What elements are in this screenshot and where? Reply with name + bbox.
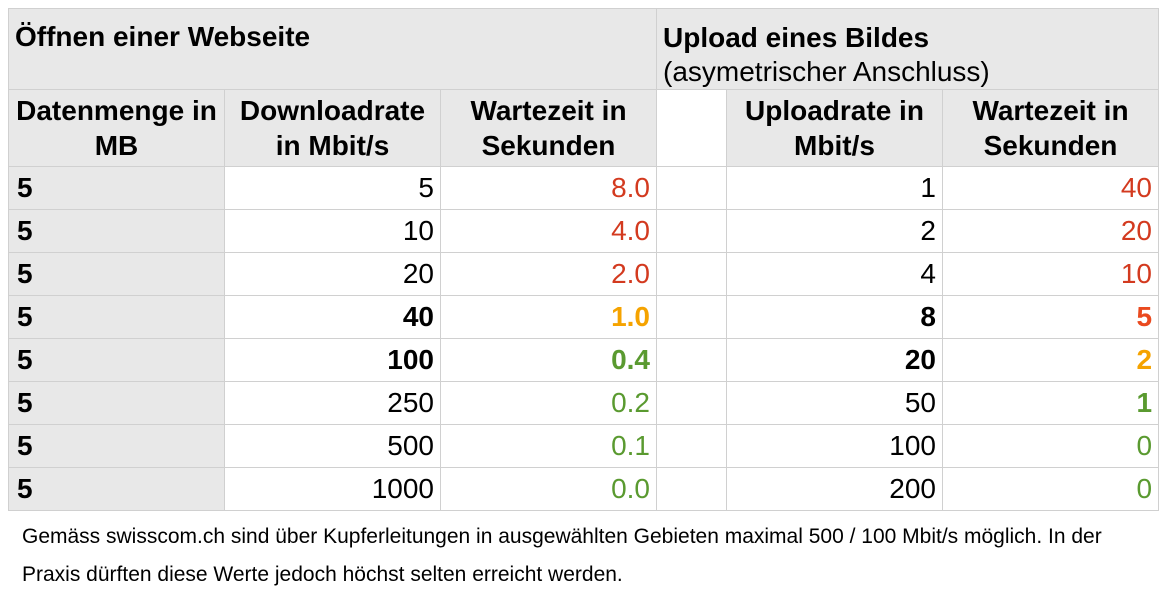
cell-wartezeit-download: 8.0 — [440, 166, 657, 210]
cell-wartezeit-download: 1.0 — [440, 295, 657, 339]
header-uploadrate: Uploadrate in Mbit/s — [726, 89, 943, 167]
cell-gap — [656, 252, 727, 296]
table-row: 5 100 0.4 20 2 — [8, 338, 1160, 382]
cell-wartezeit-upload: 2 — [941, 338, 1160, 382]
cell-datenmenge: 5 — [8, 252, 225, 296]
cell-downloadrate: 100 — [224, 338, 441, 382]
cell-gap — [656, 209, 727, 253]
cell-downloadrate: 20 — [224, 252, 441, 296]
left-section-title: Öffnen einer Webseite — [8, 8, 657, 90]
cell-datenmenge: 5 — [8, 295, 225, 339]
cell-wartezeit-download: 4.0 — [440, 209, 657, 253]
title-row: Öffnen einer Webseite Upload eines Bilde… — [8, 8, 1160, 90]
cell-datenmenge: 5 — [8, 338, 225, 382]
table-row: 5 500 0.1 100 0 — [8, 424, 1160, 468]
cell-uploadrate: 200 — [726, 467, 943, 511]
cell-wartezeit-upload: 10 — [941, 252, 1160, 296]
footnote: Gemäss swisscom.ch sind über Kupferleitu… — [22, 525, 1102, 586]
cell-downloadrate: 500 — [224, 424, 441, 468]
header-gap — [656, 89, 727, 167]
table-row: 5 250 0.2 50 1 — [8, 381, 1160, 425]
header-row: Datenmenge in MB Downloadrate in Mbit/s … — [8, 89, 1160, 167]
cell-downloadrate: 250 — [224, 381, 441, 425]
cell-wartezeit-upload: 5 — [941, 295, 1160, 339]
cell-uploadrate: 50 — [726, 381, 943, 425]
cell-uploadrate: 1 — [726, 166, 943, 210]
table-row: 5 10 4.0 2 20 — [8, 209, 1160, 253]
right-section-title: Upload eines Bildes (asymetrischer Ansch… — [655, 8, 1160, 90]
cell-downloadrate: 10 — [224, 209, 441, 253]
cell-uploadrate: 4 — [726, 252, 943, 296]
cell-datenmenge: 5 — [8, 166, 225, 210]
cell-uploadrate: 100 — [726, 424, 943, 468]
header-wartezeit-upload: Wartezeit in Sekunden — [941, 89, 1160, 167]
cell-gap — [656, 338, 727, 382]
speed-table: Öffnen einer Webseite Upload eines Bilde… — [8, 8, 1160, 511]
cell-wartezeit-download: 0.4 — [440, 338, 657, 382]
cell-gap — [656, 295, 727, 339]
header-downloadrate: Downloadrate in Mbit/s — [224, 89, 441, 167]
cell-downloadrate: 5 — [224, 166, 441, 210]
right-section-title-sub: (asymetrischer Anschluss) — [663, 56, 990, 87]
cell-wartezeit-upload: 20 — [941, 209, 1160, 253]
table-row: 5 20 2.0 4 10 — [8, 252, 1160, 296]
header-datenmenge: Datenmenge in MB — [8, 89, 225, 167]
cell-downloadrate: 40 — [224, 295, 441, 339]
cell-wartezeit-download: 2.0 — [440, 252, 657, 296]
cell-wartezeit-upload: 0 — [941, 424, 1160, 468]
cell-uploadrate: 2 — [726, 209, 943, 253]
cell-gap — [656, 467, 727, 511]
cell-wartezeit-download: 0.1 — [440, 424, 657, 468]
right-section-title-main: Upload eines Bildes — [663, 22, 930, 53]
cell-uploadrate: 20 — [726, 338, 943, 382]
cell-wartezeit-download: 0.2 — [440, 381, 657, 425]
table-row: 5 40 1.0 8 5 — [8, 295, 1160, 339]
cell-datenmenge: 5 — [8, 209, 225, 253]
cell-datenmenge: 5 — [8, 381, 225, 425]
cell-wartezeit-upload: 0 — [941, 467, 1160, 511]
cell-uploadrate: 8 — [726, 295, 943, 339]
cell-wartezeit-upload: 1 — [941, 381, 1160, 425]
cell-gap — [656, 166, 727, 210]
cell-datenmenge: 5 — [8, 467, 225, 511]
cell-downloadrate: 1000 — [224, 467, 441, 511]
cell-wartezeit-upload: 40 — [941, 166, 1160, 210]
cell-gap — [656, 424, 727, 468]
cell-wartezeit-download: 0.0 — [440, 467, 657, 511]
cell-datenmenge: 5 — [8, 424, 225, 468]
table-row: 5 5 8.0 1 40 — [8, 166, 1160, 210]
cell-gap — [656, 381, 727, 425]
table-row: 5 1000 0.0 200 0 — [8, 467, 1160, 511]
header-wartezeit-download: Wartezeit in Sekunden — [440, 89, 657, 167]
